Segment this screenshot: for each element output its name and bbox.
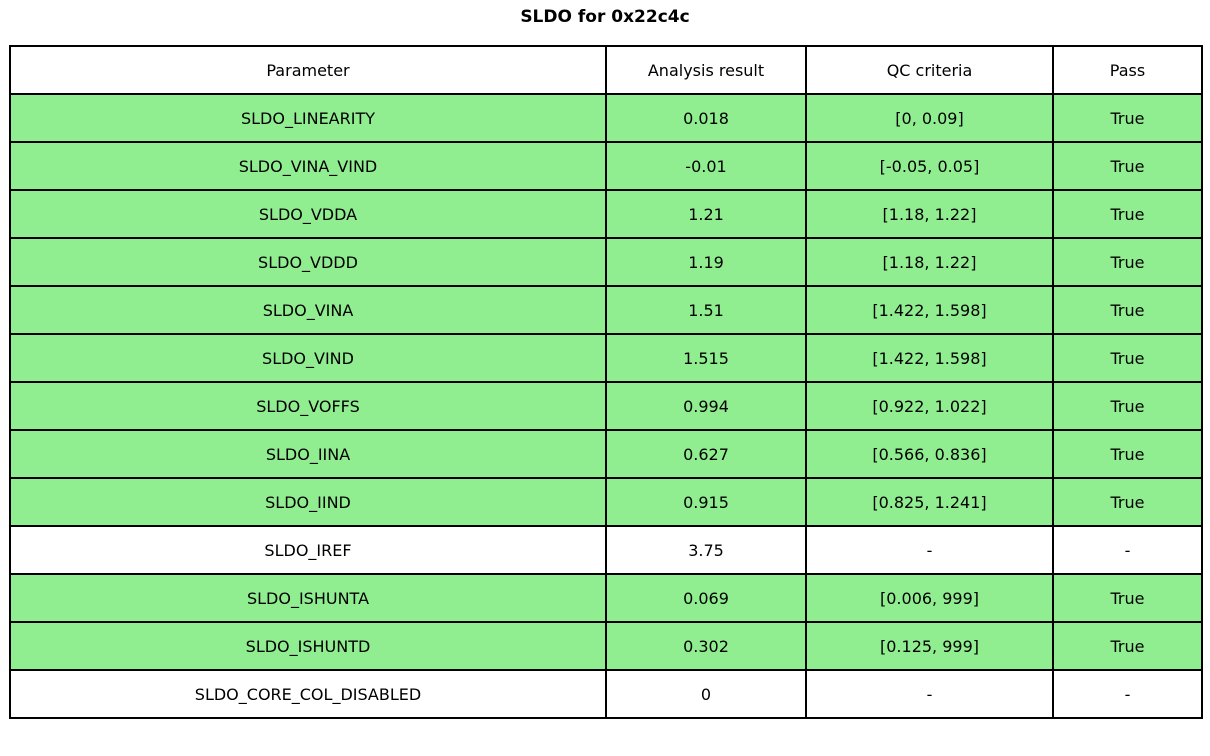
result-cell: 0.018 <box>605 93 807 143</box>
criteria-cell: - <box>805 525 1054 575</box>
figure-title: SLDO for 0x22c4c <box>520 7 690 27</box>
result-cell: 0.994 <box>605 381 807 431</box>
table-row: SLDO_VINA_VIND -0.01 [-0.05, 0.05] True <box>9 141 1203 191</box>
result-cell: 1.515 <box>605 333 807 383</box>
criteria-cell: [1.18, 1.22] <box>805 189 1054 239</box>
column-header-analysis-result: Analysis result <box>605 45 807 95</box>
criteria-cell: [0.825, 1.241] <box>805 477 1054 527</box>
table-header-row: Parameter Analysis result QC criteria Pa… <box>9 45 1203 95</box>
table-row: SLDO_VDDD 1.19 [1.18, 1.22] True <box>9 237 1203 287</box>
result-cell: 0.069 <box>605 573 807 623</box>
pass-cell: True <box>1052 141 1203 191</box>
criteria-cell: [0.922, 1.022] <box>805 381 1054 431</box>
table-row: SLDO_VIND 1.515 [1.422, 1.598] True <box>9 333 1203 383</box>
pass-cell: True <box>1052 621 1203 671</box>
pass-cell: - <box>1052 525 1203 575</box>
criteria-cell: [0, 0.09] <box>805 93 1054 143</box>
parameter-cell: SLDO_VOFFS <box>9 381 607 431</box>
pass-cell: True <box>1052 93 1203 143</box>
parameter-cell: SLDO_VDDA <box>9 189 607 239</box>
table-row: SLDO_ISHUNTD 0.302 [0.125, 999] True <box>9 621 1203 671</box>
table-row: SLDO_IIND 0.915 [0.825, 1.241] True <box>9 477 1203 527</box>
column-header-pass: Pass <box>1052 45 1203 95</box>
parameter-cell: SLDO_ISHUNTD <box>9 621 607 671</box>
pass-cell: True <box>1052 237 1203 287</box>
parameter-cell: SLDO_IINA <box>9 429 607 479</box>
table-row: SLDO_IREF 3.75 - - <box>9 525 1203 575</box>
parameter-cell: SLDO_LINEARITY <box>9 93 607 143</box>
pass-cell: True <box>1052 285 1203 335</box>
result-cell: 0 <box>605 669 807 719</box>
column-header-qc-criteria: QC criteria <box>805 45 1054 95</box>
parameter-cell: SLDO_VINA <box>9 285 607 335</box>
result-cell: 1.19 <box>605 237 807 287</box>
pass-cell: True <box>1052 573 1203 623</box>
table-row: SLDO_LINEARITY 0.018 [0, 0.09] True <box>9 93 1203 143</box>
pass-cell: True <box>1052 381 1203 431</box>
table-row: SLDO_VDDA 1.21 [1.18, 1.22] True <box>9 189 1203 239</box>
parameter-cell: SLDO_VINA_VIND <box>9 141 607 191</box>
result-cell: -0.01 <box>605 141 807 191</box>
column-header-parameter: Parameter <box>9 45 607 95</box>
table-row: SLDO_IINA 0.627 [0.566, 0.836] True <box>9 429 1203 479</box>
criteria-cell: [1.422, 1.598] <box>805 333 1054 383</box>
pass-cell: - <box>1052 669 1203 719</box>
parameter-cell: SLDO_CORE_COL_DISABLED <box>9 669 607 719</box>
table-row: SLDO_VINA 1.51 [1.422, 1.598] True <box>9 285 1203 335</box>
parameter-cell: SLDO_ISHUNTA <box>9 573 607 623</box>
parameter-cell: SLDO_VDDD <box>9 237 607 287</box>
result-cell: 1.21 <box>605 189 807 239</box>
pass-cell: True <box>1052 333 1203 383</box>
criteria-cell: [0.566, 0.836] <box>805 429 1054 479</box>
table-row: SLDO_CORE_COL_DISABLED 0 - - <box>9 669 1203 719</box>
pass-cell: True <box>1052 189 1203 239</box>
result-cell: 0.302 <box>605 621 807 671</box>
table-row: SLDO_VOFFS 0.994 [0.922, 1.022] True <box>9 381 1203 431</box>
parameter-cell: SLDO_IREF <box>9 525 607 575</box>
result-cell: 0.915 <box>605 477 807 527</box>
criteria-cell: - <box>805 669 1054 719</box>
pass-cell: True <box>1052 477 1203 527</box>
criteria-cell: [0.125, 999] <box>805 621 1054 671</box>
criteria-cell: [1.422, 1.598] <box>805 285 1054 335</box>
pass-cell: True <box>1052 429 1203 479</box>
qc-results-table: Parameter Analysis result QC criteria Pa… <box>9 45 1203 719</box>
criteria-cell: [-0.05, 0.05] <box>805 141 1054 191</box>
parameter-cell: SLDO_VIND <box>9 333 607 383</box>
result-cell: 0.627 <box>605 429 807 479</box>
table-row: SLDO_ISHUNTA 0.069 [0.006, 999] True <box>9 573 1203 623</box>
result-cell: 1.51 <box>605 285 807 335</box>
parameter-cell: SLDO_IIND <box>9 477 607 527</box>
criteria-cell: [1.18, 1.22] <box>805 237 1054 287</box>
result-cell: 3.75 <box>605 525 807 575</box>
criteria-cell: [0.006, 999] <box>805 573 1054 623</box>
